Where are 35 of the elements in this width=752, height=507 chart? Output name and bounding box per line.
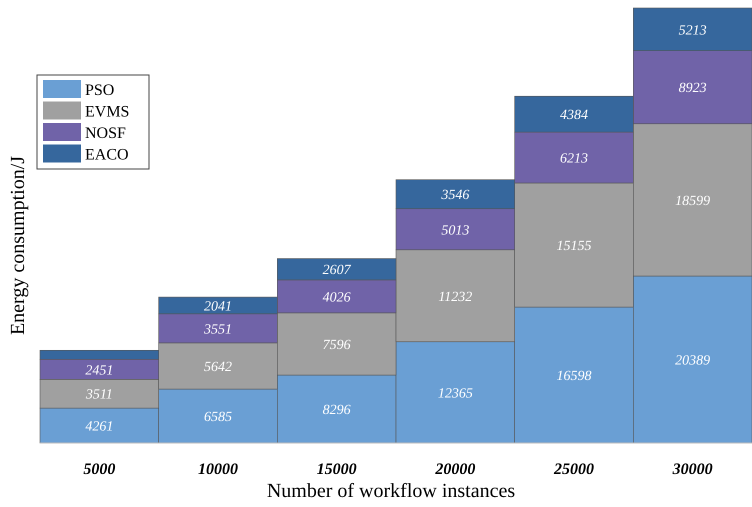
data-label: 5013 bbox=[441, 223, 470, 238]
data-label: 4261 bbox=[85, 420, 114, 435]
data-label: 20389 bbox=[675, 354, 710, 369]
data-label: 2451 bbox=[85, 363, 114, 378]
x-tick-label: 25000 bbox=[553, 461, 594, 478]
data-label: 5642 bbox=[204, 360, 232, 375]
data-label: 3551 bbox=[203, 322, 232, 338]
data-label: 15155 bbox=[556, 239, 592, 254]
x-axis-title: Number of workflow instances bbox=[266, 480, 516, 502]
y-axis-title: Energy consumption/J bbox=[7, 156, 29, 336]
data-label: 8923 bbox=[678, 81, 707, 96]
data-label: 16598 bbox=[556, 369, 592, 384]
legend-label: EACO bbox=[85, 146, 129, 164]
data-label: 6213 bbox=[560, 152, 588, 167]
data-label: 6585 bbox=[204, 410, 232, 426]
data-label: 18599 bbox=[675, 194, 710, 209]
x-tick-label: 20000 bbox=[434, 461, 476, 478]
x-tick-label: 15000 bbox=[316, 461, 357, 478]
x-tick-label: 10000 bbox=[198, 461, 238, 478]
data-label: 2607 bbox=[322, 263, 352, 278]
data-label: 2041 bbox=[204, 299, 232, 314]
x-tick-label: 5000 bbox=[83, 461, 116, 478]
data-label: 3511 bbox=[84, 388, 113, 403]
data-label: 3546 bbox=[440, 188, 470, 204]
data-label: 8296 bbox=[322, 403, 351, 418]
legend-label: EVMS bbox=[85, 104, 130, 120]
legend-label: NOSF bbox=[85, 125, 126, 142]
x-tick-label: 30000 bbox=[672, 461, 713, 478]
data-label: 5213 bbox=[678, 23, 707, 38]
data-label: 4384 bbox=[560, 108, 588, 124]
data-label: 7596 bbox=[322, 338, 351, 353]
data-label: 12365 bbox=[438, 386, 473, 402]
data-label: 11232 bbox=[438, 290, 472, 305]
data-label: 4026 bbox=[322, 290, 351, 306]
legend-label: PSO bbox=[85, 82, 114, 99]
